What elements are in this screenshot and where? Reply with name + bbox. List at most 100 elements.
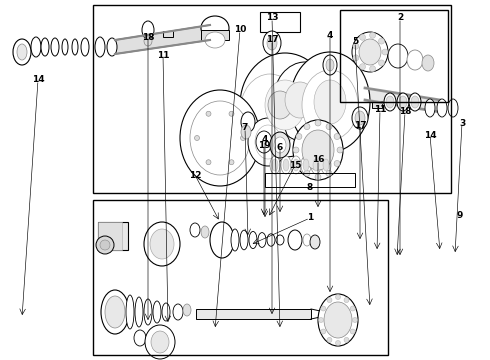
Ellipse shape — [273, 62, 337, 142]
Text: 2: 2 — [397, 13, 403, 22]
Text: 5: 5 — [352, 37, 358, 46]
Ellipse shape — [100, 240, 110, 250]
Ellipse shape — [288, 230, 302, 250]
Bar — [340, 10, 448, 102]
Ellipse shape — [96, 236, 114, 254]
Ellipse shape — [291, 156, 301, 174]
Ellipse shape — [162, 303, 170, 321]
Ellipse shape — [248, 118, 288, 166]
Ellipse shape — [267, 234, 275, 246]
Ellipse shape — [276, 235, 284, 245]
Ellipse shape — [315, 120, 321, 126]
Ellipse shape — [311, 156, 321, 174]
Ellipse shape — [145, 325, 175, 359]
Ellipse shape — [344, 298, 349, 303]
Ellipse shape — [201, 226, 209, 238]
Ellipse shape — [302, 130, 334, 170]
Ellipse shape — [126, 295, 134, 329]
Text: 15: 15 — [289, 161, 301, 170]
Ellipse shape — [326, 59, 334, 71]
Ellipse shape — [407, 50, 423, 70]
Text: 9: 9 — [457, 211, 463, 220]
Text: 3: 3 — [459, 118, 465, 127]
Ellipse shape — [256, 131, 272, 153]
Ellipse shape — [290, 52, 370, 152]
Text: 18: 18 — [399, 108, 411, 117]
Ellipse shape — [321, 306, 326, 311]
Ellipse shape — [134, 330, 146, 346]
Ellipse shape — [326, 170, 332, 176]
Ellipse shape — [258, 233, 266, 247]
Text: 14: 14 — [32, 76, 44, 85]
Bar — [265, 173, 355, 187]
Ellipse shape — [323, 159, 329, 171]
Ellipse shape — [293, 147, 299, 153]
Ellipse shape — [327, 298, 332, 303]
Ellipse shape — [310, 235, 320, 249]
Ellipse shape — [270, 156, 280, 174]
Ellipse shape — [352, 32, 388, 72]
Ellipse shape — [303, 159, 309, 171]
Text: 13: 13 — [266, 13, 278, 22]
Ellipse shape — [249, 231, 257, 249]
Ellipse shape — [378, 60, 385, 66]
Bar — [372, 101, 382, 108]
Bar — [196, 309, 311, 319]
Ellipse shape — [81, 38, 89, 56]
Ellipse shape — [352, 107, 368, 129]
Ellipse shape — [240, 53, 330, 157]
Ellipse shape — [173, 304, 183, 320]
Ellipse shape — [195, 135, 199, 140]
Ellipse shape — [303, 234, 311, 246]
Ellipse shape — [336, 341, 341, 346]
Ellipse shape — [409, 93, 421, 111]
Text: 6: 6 — [277, 143, 283, 152]
Text: 10: 10 — [234, 26, 246, 35]
Ellipse shape — [263, 31, 281, 55]
Ellipse shape — [206, 160, 211, 165]
Text: 11: 11 — [157, 50, 169, 59]
Ellipse shape — [313, 159, 319, 171]
Ellipse shape — [229, 111, 234, 116]
Bar — [93, 200, 388, 355]
Ellipse shape — [350, 329, 355, 334]
Bar — [98, 222, 128, 250]
Ellipse shape — [265, 80, 305, 130]
Text: 1: 1 — [307, 213, 313, 222]
Ellipse shape — [190, 101, 250, 175]
Ellipse shape — [13, 39, 31, 65]
Ellipse shape — [353, 43, 359, 49]
Ellipse shape — [31, 37, 41, 57]
Ellipse shape — [229, 160, 234, 165]
Ellipse shape — [399, 96, 407, 108]
Ellipse shape — [293, 159, 299, 171]
Text: 17: 17 — [266, 36, 278, 45]
Ellipse shape — [285, 82, 315, 118]
Ellipse shape — [304, 170, 310, 176]
Ellipse shape — [144, 36, 152, 46]
Ellipse shape — [183, 304, 191, 316]
Ellipse shape — [425, 99, 435, 117]
Ellipse shape — [411, 96, 419, 108]
Ellipse shape — [267, 36, 277, 50]
Ellipse shape — [336, 294, 341, 300]
Ellipse shape — [388, 44, 408, 68]
Ellipse shape — [448, 99, 458, 117]
Ellipse shape — [270, 132, 290, 158]
Ellipse shape — [326, 123, 332, 130]
Bar — [260, 12, 300, 32]
Ellipse shape — [241, 125, 251, 139]
Ellipse shape — [107, 38, 117, 56]
Text: 4: 4 — [327, 31, 333, 40]
Ellipse shape — [190, 223, 200, 237]
Ellipse shape — [268, 91, 292, 119]
Ellipse shape — [337, 147, 343, 153]
Ellipse shape — [210, 222, 234, 258]
Ellipse shape — [318, 294, 358, 346]
Ellipse shape — [135, 297, 143, 327]
Ellipse shape — [397, 93, 409, 111]
Text: 12: 12 — [189, 171, 201, 180]
Ellipse shape — [241, 112, 255, 132]
Ellipse shape — [274, 137, 286, 153]
Ellipse shape — [151, 331, 169, 353]
